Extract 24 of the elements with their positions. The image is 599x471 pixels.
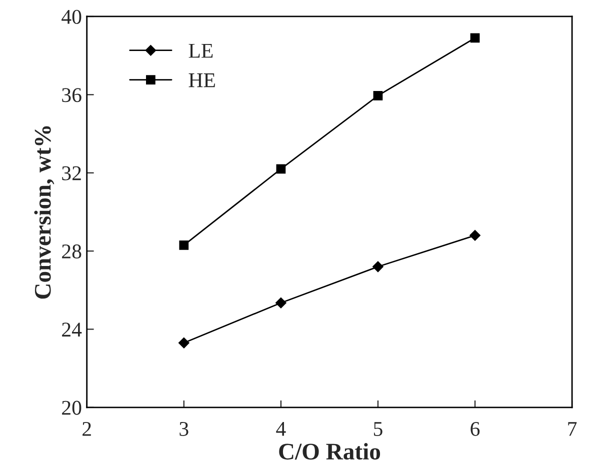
x-tick-label: 2	[82, 422, 91, 436]
point	[470, 33, 480, 43]
point	[276, 297, 286, 308]
y-tick-label: 24	[62, 322, 82, 336]
point	[179, 240, 189, 250]
y-tick-label: 40	[62, 10, 82, 24]
point	[373, 90, 383, 100]
x-tick-label: 4	[276, 422, 286, 436]
x-axis-title: C/O Ratio	[279, 442, 380, 460]
y-tick-label: 20	[62, 400, 82, 415]
x-tick-label: 5	[374, 422, 382, 436]
y-tick-label: 36	[62, 88, 82, 102]
point	[372, 261, 384, 272]
legend-label: LE	[188, 44, 213, 58]
x-tick-label: 6	[470, 422, 480, 436]
y-tick-label: 28	[62, 244, 82, 258]
x-tick-label: 3	[180, 422, 188, 436]
point	[178, 337, 190, 348]
point	[276, 164, 286, 174]
y-tick-label: 32	[62, 166, 81, 180]
x-tick-label: 7	[568, 422, 577, 436]
y-axis-title: Conversion, wt%	[34, 126, 54, 299]
point	[470, 230, 480, 241]
legend-label: HE	[188, 73, 215, 88]
